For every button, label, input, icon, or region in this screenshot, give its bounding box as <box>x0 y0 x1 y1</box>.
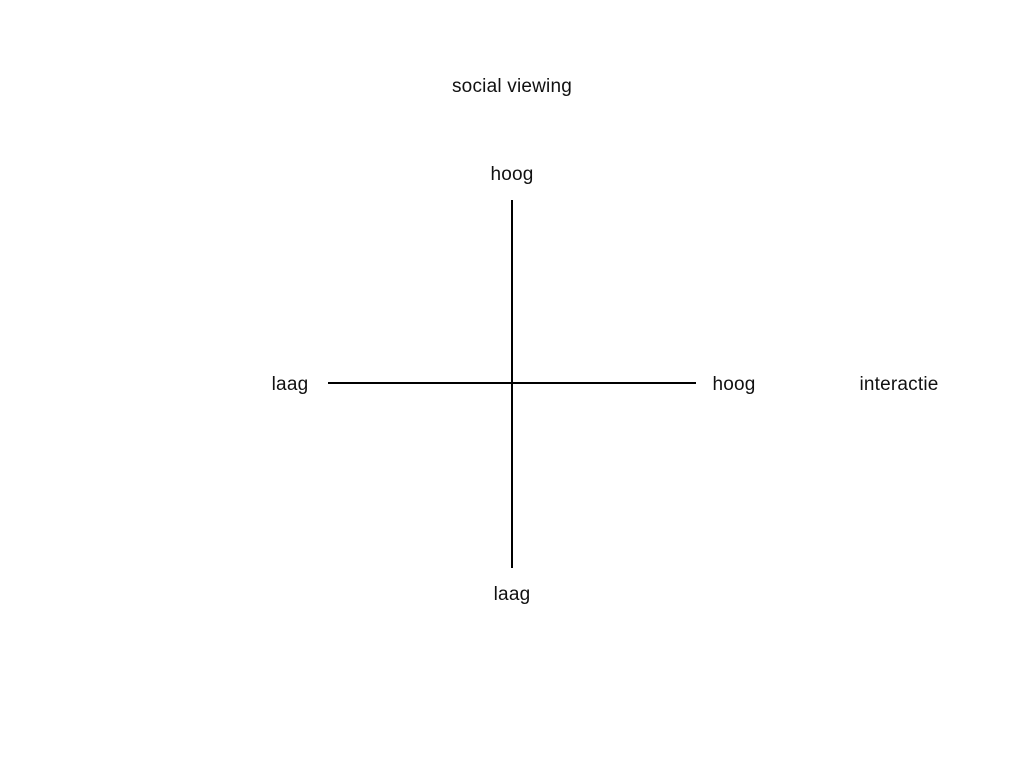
diagram-title: social viewing <box>451 76 573 97</box>
horizontal-axis-high-label: hoog <box>712 374 756 395</box>
vertical-axis-low-label: laag <box>493 584 531 605</box>
vertical-axis-line <box>511 200 513 568</box>
horizontal-axis-line <box>328 382 696 384</box>
horizontal-axis-low-label: laag <box>271 374 309 395</box>
vertical-axis-high-label: hoog <box>490 164 534 185</box>
horizontal-axis-name: interactie <box>859 374 939 395</box>
